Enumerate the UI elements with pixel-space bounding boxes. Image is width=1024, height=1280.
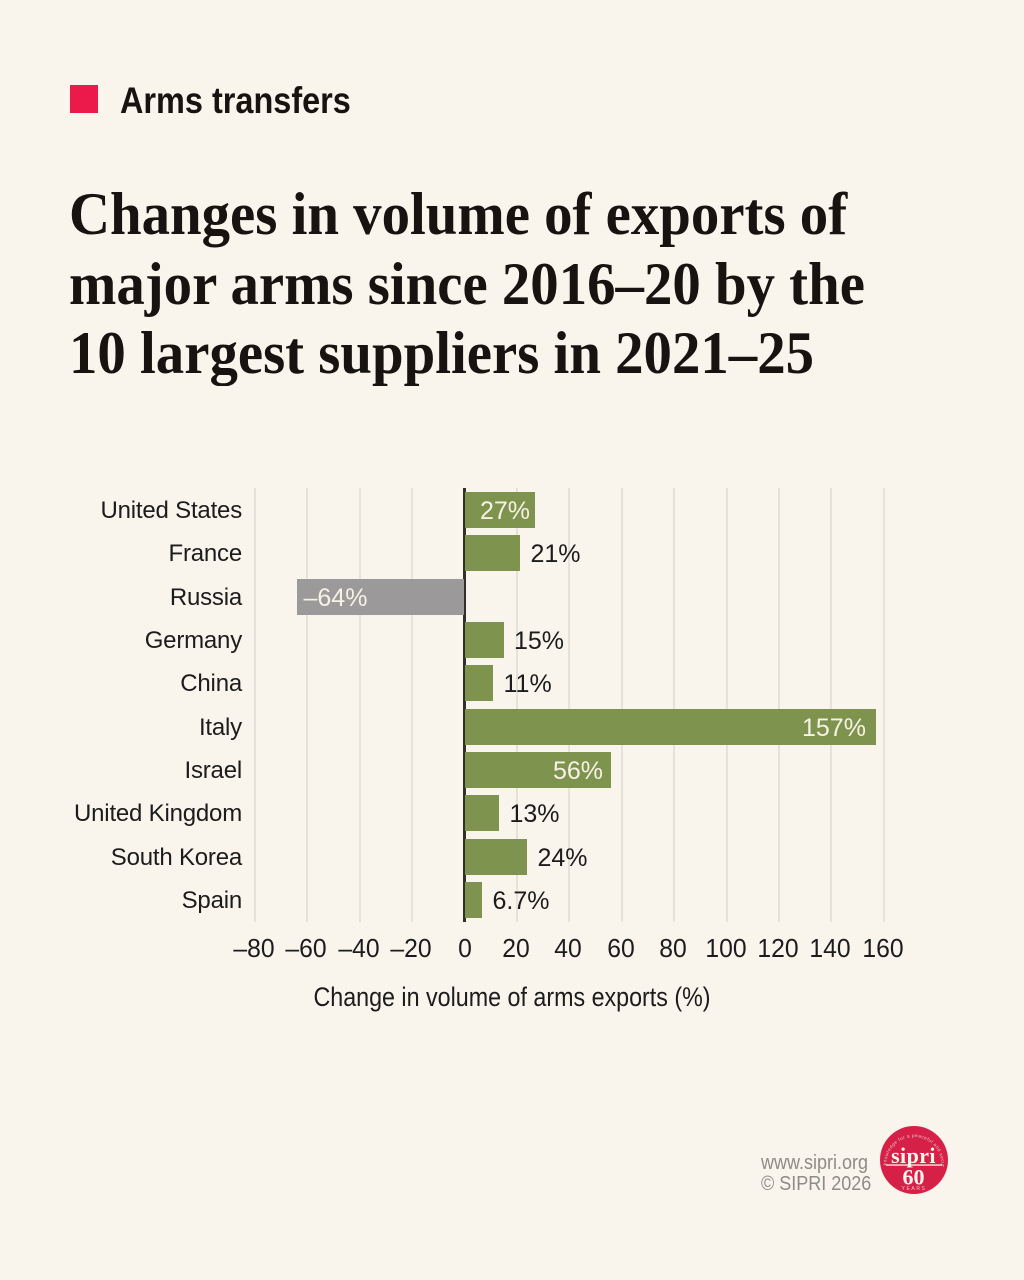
svg-text:60: 60: [903, 1164, 925, 1189]
svg-text:sipri: sipri: [891, 1143, 936, 1168]
svg-text:YEARS: YEARS: [902, 1186, 927, 1192]
